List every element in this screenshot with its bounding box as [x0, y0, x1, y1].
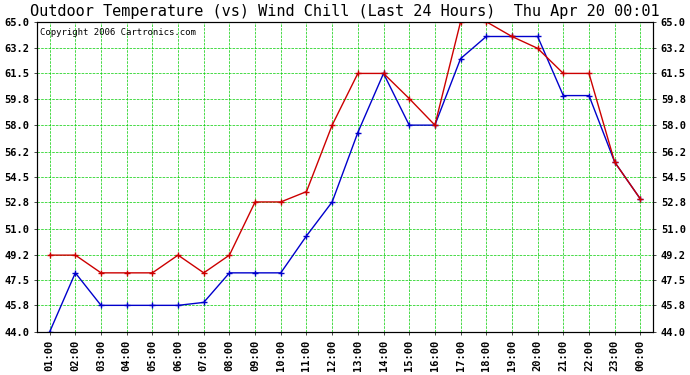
Text: Copyright 2006 Cartronics.com: Copyright 2006 Cartronics.com	[40, 28, 196, 37]
Title: Outdoor Temperature (vs) Wind Chill (Last 24 Hours)  Thu Apr 20 00:01: Outdoor Temperature (vs) Wind Chill (Las…	[30, 4, 660, 19]
